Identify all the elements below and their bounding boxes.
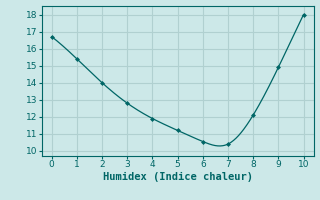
X-axis label: Humidex (Indice chaleur): Humidex (Indice chaleur) [103, 172, 252, 182]
